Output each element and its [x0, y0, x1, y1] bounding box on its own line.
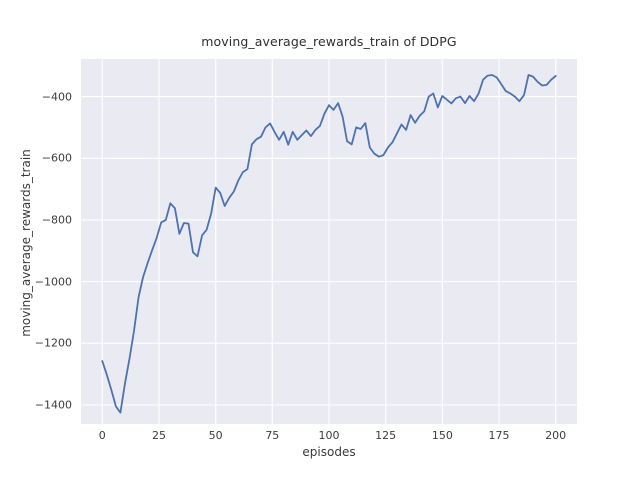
chart-title: moving_average_rewards_train of DDPG: [201, 34, 457, 49]
x-tick-label: 100: [318, 429, 340, 442]
x-tick-label: 0: [98, 429, 106, 442]
x-tick-label: 200: [545, 429, 567, 442]
y-tick-label: −1200: [34, 336, 72, 350]
y-axis-label: moving_average_rewards_train: [19, 149, 33, 337]
x-axis-label: episodes: [302, 445, 356, 459]
y-tick-label: −400: [41, 90, 72, 104]
y-tick-label: −600: [41, 151, 72, 165]
plot-area: [81, 59, 577, 424]
reward-line-series: [101, 74, 557, 414]
x-tick-label: 75: [265, 429, 280, 442]
x-tick-label: 125: [375, 429, 397, 442]
x-tick-label: 25: [151, 429, 166, 442]
line-chart-svg: [81, 59, 577, 424]
x-tick-label: 150: [431, 429, 453, 442]
x-tick-label: 175: [488, 429, 510, 442]
y-tick-label: −1000: [34, 275, 72, 289]
x-tick-label: 50: [208, 429, 223, 442]
y-tick-label: −1400: [34, 398, 72, 412]
y-tick-label: −800: [41, 213, 72, 227]
